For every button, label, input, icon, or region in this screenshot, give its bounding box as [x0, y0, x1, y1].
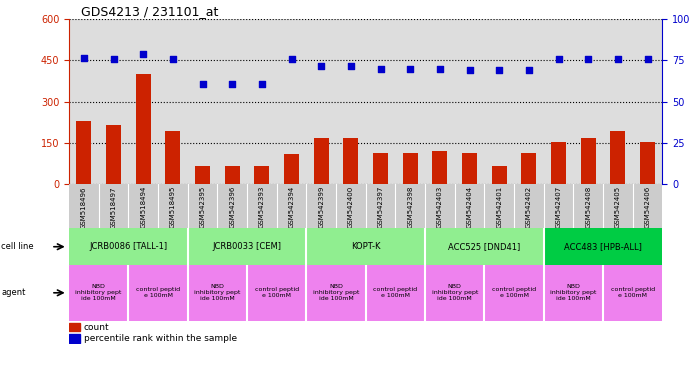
Text: GSM518496: GSM518496 — [81, 186, 87, 228]
Point — [642, 56, 653, 62]
Bar — [581, 137, 595, 184]
Point — [197, 81, 208, 87]
Text: GSM518494: GSM518494 — [140, 186, 146, 228]
Text: NBD
inhibitory pept
ide 100mM: NBD inhibitory pept ide 100mM — [194, 285, 241, 301]
Bar — [344, 137, 358, 184]
Bar — [484, 265, 544, 321]
Text: GDS4213 / 231101_at: GDS4213 / 231101_at — [81, 5, 218, 18]
Text: GSM542398: GSM542398 — [407, 186, 413, 228]
Bar — [225, 166, 239, 184]
Text: count: count — [84, 323, 110, 332]
Point — [79, 55, 90, 61]
Bar — [314, 137, 328, 184]
Bar — [69, 228, 188, 265]
Text: control peptid
e 100mM: control peptid e 100mM — [611, 287, 655, 298]
Bar — [551, 142, 566, 184]
Text: JCRB0086 [TALL-1]: JCRB0086 [TALL-1] — [89, 242, 168, 251]
Bar — [611, 131, 625, 184]
Point — [108, 56, 119, 62]
Bar — [69, 265, 128, 321]
Point — [257, 81, 268, 87]
Bar — [166, 131, 180, 184]
Bar — [425, 228, 544, 265]
Bar — [433, 151, 447, 184]
Text: GSM542396: GSM542396 — [229, 186, 235, 228]
Text: GSM518495: GSM518495 — [170, 186, 176, 228]
Text: NBD
inhibitory pept
ide 100mM: NBD inhibitory pept ide 100mM — [431, 285, 478, 301]
Point — [346, 63, 357, 69]
Text: NBD
inhibitory pept
ide 100mM: NBD inhibitory pept ide 100mM — [313, 285, 359, 301]
Bar — [640, 142, 655, 184]
Text: GSM542408: GSM542408 — [585, 186, 591, 228]
Bar — [425, 265, 484, 321]
Bar — [603, 265, 662, 321]
Bar — [128, 265, 188, 321]
Bar — [403, 153, 417, 184]
Point — [613, 56, 624, 62]
Text: percentile rank within the sample: percentile rank within the sample — [84, 334, 237, 343]
Bar — [136, 74, 150, 184]
Text: ACC483 [HPB-ALL]: ACC483 [HPB-ALL] — [564, 242, 642, 251]
Bar — [188, 228, 306, 265]
Point — [168, 56, 179, 62]
Text: control peptid
e 100mM: control peptid e 100mM — [373, 287, 417, 298]
Text: GSM542399: GSM542399 — [318, 186, 324, 228]
Bar — [247, 265, 306, 321]
Text: GSM542407: GSM542407 — [555, 186, 562, 228]
Text: NBD
inhibitory pept
ide 100mM: NBD inhibitory pept ide 100mM — [550, 285, 597, 301]
Bar — [306, 228, 425, 265]
Bar — [188, 265, 247, 321]
Text: GSM542402: GSM542402 — [526, 186, 532, 228]
Point — [404, 66, 415, 72]
Bar — [492, 166, 506, 184]
Text: GSM542405: GSM542405 — [615, 186, 621, 228]
Text: GSM518497: GSM518497 — [110, 186, 117, 228]
Bar — [306, 265, 366, 321]
Bar — [544, 265, 603, 321]
Bar — [255, 166, 269, 184]
Bar — [77, 121, 91, 184]
Text: control peptid
e 100mM: control peptid e 100mM — [136, 287, 180, 298]
Point — [286, 56, 297, 62]
Text: control peptid
e 100mM: control peptid e 100mM — [492, 287, 536, 298]
Text: GSM542401: GSM542401 — [496, 186, 502, 228]
Point — [226, 81, 237, 87]
Text: GSM542403: GSM542403 — [437, 186, 443, 228]
Text: GSM542397: GSM542397 — [377, 186, 384, 228]
Point — [138, 51, 149, 57]
Point — [553, 56, 564, 62]
Bar — [544, 228, 662, 265]
Bar — [462, 153, 477, 184]
Point — [523, 67, 534, 73]
Text: KOPT-K: KOPT-K — [351, 242, 380, 251]
Bar — [522, 153, 536, 184]
Point — [316, 63, 327, 69]
Bar — [373, 153, 388, 184]
Text: ACC525 [DND41]: ACC525 [DND41] — [448, 242, 520, 251]
Text: agent: agent — [1, 288, 26, 297]
Text: GSM542404: GSM542404 — [466, 186, 473, 228]
Point — [435, 66, 446, 72]
Text: GSM542406: GSM542406 — [644, 186, 651, 228]
Text: GSM542394: GSM542394 — [288, 186, 295, 228]
Text: cell line: cell line — [1, 242, 34, 251]
Point — [375, 66, 386, 72]
Bar — [195, 166, 210, 184]
Text: control peptid
e 100mM: control peptid e 100mM — [255, 287, 299, 298]
Text: GSM542393: GSM542393 — [259, 186, 265, 228]
Bar — [69, 323, 79, 331]
Text: JCRB0033 [CEM]: JCRB0033 [CEM] — [213, 242, 282, 251]
Bar — [366, 265, 425, 321]
Point — [464, 67, 475, 73]
Text: GSM542400: GSM542400 — [348, 186, 354, 228]
Bar — [69, 334, 79, 343]
Bar — [284, 154, 299, 184]
Text: NBD
inhibitory pept
ide 100mM: NBD inhibitory pept ide 100mM — [75, 285, 122, 301]
Text: GSM542395: GSM542395 — [199, 186, 206, 228]
Bar — [106, 125, 121, 184]
Point — [582, 56, 593, 62]
Point — [494, 67, 505, 73]
